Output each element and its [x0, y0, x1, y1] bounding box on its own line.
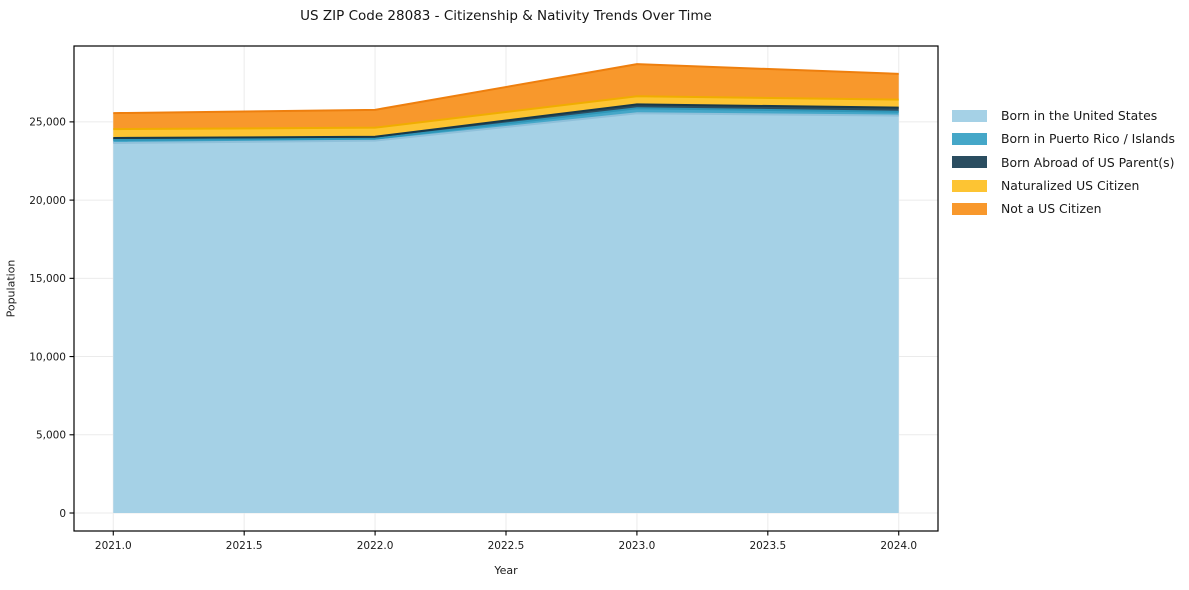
area-naturalized-us-citizen [113, 96, 899, 138]
legend: Born in the United States Born in Puerto … [952, 104, 1175, 220]
legend-label: Naturalized US Citizen [1001, 178, 1140, 194]
legend-swatch [952, 109, 987, 122]
legend-swatch [952, 156, 987, 169]
y-tick-label: 5,000 [36, 430, 66, 442]
chart-title: US ZIP Code 28083 - Citizenship & Nativi… [300, 8, 712, 24]
y-tick-label: 25,000 [29, 117, 66, 129]
x-tick-label: 2022.5 [488, 540, 525, 552]
x-axis-label: Year [494, 564, 518, 577]
legend-swatch [952, 179, 987, 192]
x-tick-label: 2021.5 [226, 540, 263, 552]
x-tick-label: 2024.0 [880, 540, 917, 552]
x-tick-label: 2021.0 [95, 540, 132, 552]
area-born-in-the-united-states [113, 113, 899, 514]
legend-item: Not a US Citizen [952, 197, 1175, 220]
edge-not-a-us-citizen [113, 63, 899, 115]
edge-born-abroad-of-us-parent-s- [113, 103, 899, 139]
edge-naturalized-us-citizen [113, 95, 899, 131]
edge-born-in-puerto-rico-islands [113, 107, 899, 142]
legend-label: Not a US Citizen [1001, 201, 1102, 217]
y-axis-label: Population [4, 259, 18, 318]
legend-swatch [952, 132, 987, 145]
x-tick-label: 2023.0 [619, 540, 656, 552]
y-tick-label: 15,000 [29, 273, 66, 285]
legend-item: Born Abroad of US Parent(s) [952, 151, 1175, 174]
legend-label: Born Abroad of US Parent(s) [1001, 154, 1175, 170]
x-tick-label: 2022.0 [357, 540, 394, 552]
y-tick-label: 0 [59, 508, 66, 520]
legend-item: Born in Puerto Rico / Islands [952, 127, 1175, 150]
legend-swatch [952, 202, 987, 215]
edge-born-in-the-united-states [113, 112, 899, 144]
legend-item: Born in the United States [952, 104, 1175, 127]
area-born-in-puerto-rico-islands [113, 108, 899, 143]
area-not-a-us-citizen [113, 64, 899, 130]
legend-label: Born in Puerto Rico / Islands [1001, 131, 1176, 147]
y-tick-label: 10,000 [29, 351, 66, 363]
legend-item: Naturalized US Citizen [952, 174, 1175, 197]
x-tick-label: 2023.5 [749, 540, 786, 552]
area-born-abroad-of-us-parent-s- [113, 104, 899, 141]
y-tick-label: 20,000 [29, 195, 66, 207]
legend-label: Born in the United States [1001, 108, 1158, 124]
